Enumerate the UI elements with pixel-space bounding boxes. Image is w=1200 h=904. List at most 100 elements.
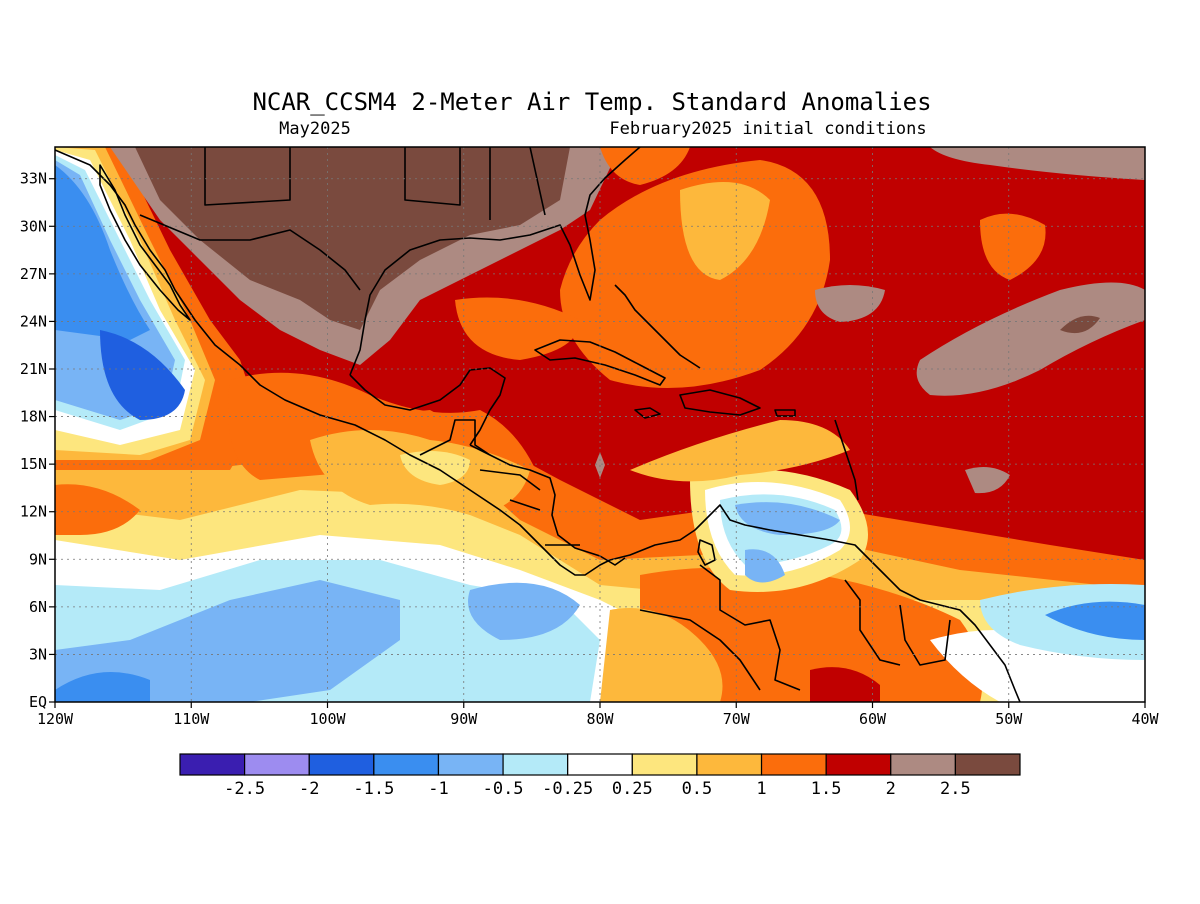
colorbar-swatch-3 xyxy=(373,753,440,776)
x-tick-label-6: 60W xyxy=(859,710,887,728)
border-peru-colombia xyxy=(639,609,761,691)
coast-yucatan xyxy=(349,367,506,446)
field-atl-brown-e xyxy=(1060,315,1100,334)
colorbar-swatch-6 xyxy=(567,753,633,776)
field-carib-lightorange xyxy=(630,420,850,482)
field-atl-taupe-e xyxy=(916,282,1145,396)
field-samerica-lightorange xyxy=(600,608,723,702)
colorbar-swatch-2 xyxy=(308,753,375,776)
field-atl-orange-e xyxy=(980,213,1046,280)
field-atl-orange-top xyxy=(600,147,690,185)
colorbar-swatch-8 xyxy=(696,753,763,776)
colorbar-swatch-1 xyxy=(244,753,310,776)
field-pac-blue-patch xyxy=(468,582,580,640)
border-us-mexico xyxy=(139,214,361,291)
y-tick-label-9: 27N xyxy=(20,265,47,283)
field-atl-lightorange xyxy=(680,182,770,280)
colorbar-swatch-7 xyxy=(631,753,698,776)
colorbar-label-7: 0.5 xyxy=(682,779,713,799)
border-guyana-suriname xyxy=(899,604,951,666)
subtitle-month: May2025 xyxy=(279,119,351,139)
x-tick-label-8: 40W xyxy=(1131,710,1159,728)
colorbar-label-0: -2.5 xyxy=(224,779,265,799)
border-ca-countries xyxy=(479,469,580,546)
field-east-white xyxy=(930,630,1145,702)
y-tick-label-7: 21N xyxy=(20,360,47,378)
field-east-blue xyxy=(1045,601,1145,640)
colorbar-label-6: 0.25 xyxy=(612,779,653,799)
field-carib-blue2 xyxy=(745,549,785,583)
x-axis-ticks: 120W 110W 100W 90W 80W 70W 60W 50W 40W xyxy=(37,702,1160,728)
y-tick-label-3: 9N xyxy=(29,550,47,568)
field-carib-blue xyxy=(735,502,840,535)
field-samerica-orange xyxy=(640,567,983,702)
colorbar-label-3: -1 xyxy=(428,779,448,799)
colorbar-swatch-0 xyxy=(179,753,246,776)
coast-venezuela-lake xyxy=(697,539,716,566)
coast-lesser-antilles xyxy=(834,419,859,501)
coast-south-america xyxy=(609,504,1021,702)
border-venezuela-guyana xyxy=(844,579,901,666)
colorbar-label-9: 1.5 xyxy=(811,779,842,799)
y-tick-label-5: 15N xyxy=(20,455,47,473)
y-axis-ticks: EQ 3N 6N 9N 12N 15N 18N 21N 24N 27N 30N 33N xyxy=(20,170,55,711)
anomaly-field xyxy=(55,147,1145,702)
chart-title: NCAR_CCSM4 2-Meter Air Temp. Standard An… xyxy=(252,88,931,116)
colorbar-swatch-4 xyxy=(437,753,504,776)
coast-puerto-rico xyxy=(774,409,796,417)
x-tick-label-7: 50W xyxy=(995,710,1023,728)
field-atl-taupe-low xyxy=(965,466,1010,494)
coast-hispaniola xyxy=(679,389,761,416)
coast-bahamas xyxy=(614,284,701,369)
x-tick-label-5: 70W xyxy=(723,710,751,728)
y-tick-label-8: 24N xyxy=(20,312,47,330)
coast-baja xyxy=(99,164,191,321)
x-tick-label-0: 120W xyxy=(37,710,74,728)
border-colombia-venezuela xyxy=(699,564,801,691)
x-tick-label-4: 80W xyxy=(586,710,614,728)
subtitle-init: February2025 initial conditions xyxy=(609,119,926,139)
colorbar-swatch-11 xyxy=(890,753,956,776)
field-samerica-red xyxy=(810,667,880,702)
field-us-brown xyxy=(135,147,570,330)
coast-north-america xyxy=(55,149,611,576)
colorbar-swatch-9 xyxy=(760,753,827,776)
colorbar-swatch-12 xyxy=(954,753,1021,776)
colorbar-swatch-5 xyxy=(502,753,569,776)
y-tick-label-1: 3N xyxy=(29,645,47,663)
field-baja-blue xyxy=(55,165,150,340)
coast-gulf xyxy=(349,147,641,376)
colorbar: -2.5 -2 -1.5 -1 -0.5 -0.25 0.25 0.5 1 1.5 2 2.5 xyxy=(179,753,1021,799)
y-tick-label-11: 33N xyxy=(20,170,47,188)
border-us-states xyxy=(204,147,546,220)
colorbar-label-4: -0.5 xyxy=(483,779,524,799)
colorbar-label-5: -0.25 xyxy=(542,779,593,799)
colorbar-label-8: 1 xyxy=(756,779,766,799)
coast-cuba xyxy=(534,339,666,386)
y-tick-label-4: 12N xyxy=(20,503,47,521)
field-atl-taupe-mid xyxy=(815,285,885,322)
field-baja-darkblue xyxy=(100,330,185,420)
x-tick-label-2: 100W xyxy=(309,710,346,728)
field-atl-taupe-ne xyxy=(930,147,1145,180)
y-tick-label-0: EQ xyxy=(29,693,47,711)
colorbar-swatch-10 xyxy=(825,753,892,776)
border-mexico-guatemala xyxy=(419,419,491,456)
coastlines xyxy=(55,147,1021,702)
colorbar-label-10: 2 xyxy=(886,779,896,799)
x-tick-label-3: 90W xyxy=(450,710,478,728)
y-tick-label-10: 30N xyxy=(20,217,47,235)
colorbar-label-2: -1.5 xyxy=(353,779,394,799)
y-tick-label-2: 6N xyxy=(29,598,47,616)
field-pac-blue-band xyxy=(55,672,150,702)
gridlines xyxy=(55,147,1145,702)
colorbar-label-11: 2.5 xyxy=(940,779,971,799)
colorbar-label-1: -2 xyxy=(299,779,319,799)
coast-caribbean-ca xyxy=(469,444,626,566)
coast-jamaica xyxy=(634,407,661,419)
field-pac-lowlat-orange xyxy=(55,484,140,535)
y-tick-label-6: 18N xyxy=(20,408,47,426)
field-pac-lightblue xyxy=(55,580,400,702)
x-tick-label-1: 110W xyxy=(173,710,210,728)
